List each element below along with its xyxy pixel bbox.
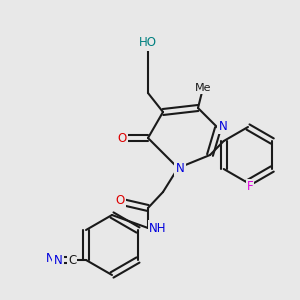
Text: N: N (176, 161, 184, 175)
Text: HO: HO (139, 37, 157, 50)
Text: C: C (68, 254, 76, 266)
Text: Me: Me (195, 83, 211, 93)
Text: F: F (247, 181, 253, 194)
Text: N: N (46, 251, 54, 265)
Text: N: N (54, 254, 62, 266)
Text: C: C (48, 254, 56, 266)
Text: N: N (219, 119, 227, 133)
Text: NH: NH (149, 221, 167, 235)
Text: O: O (117, 131, 127, 145)
Text: O: O (116, 194, 124, 206)
